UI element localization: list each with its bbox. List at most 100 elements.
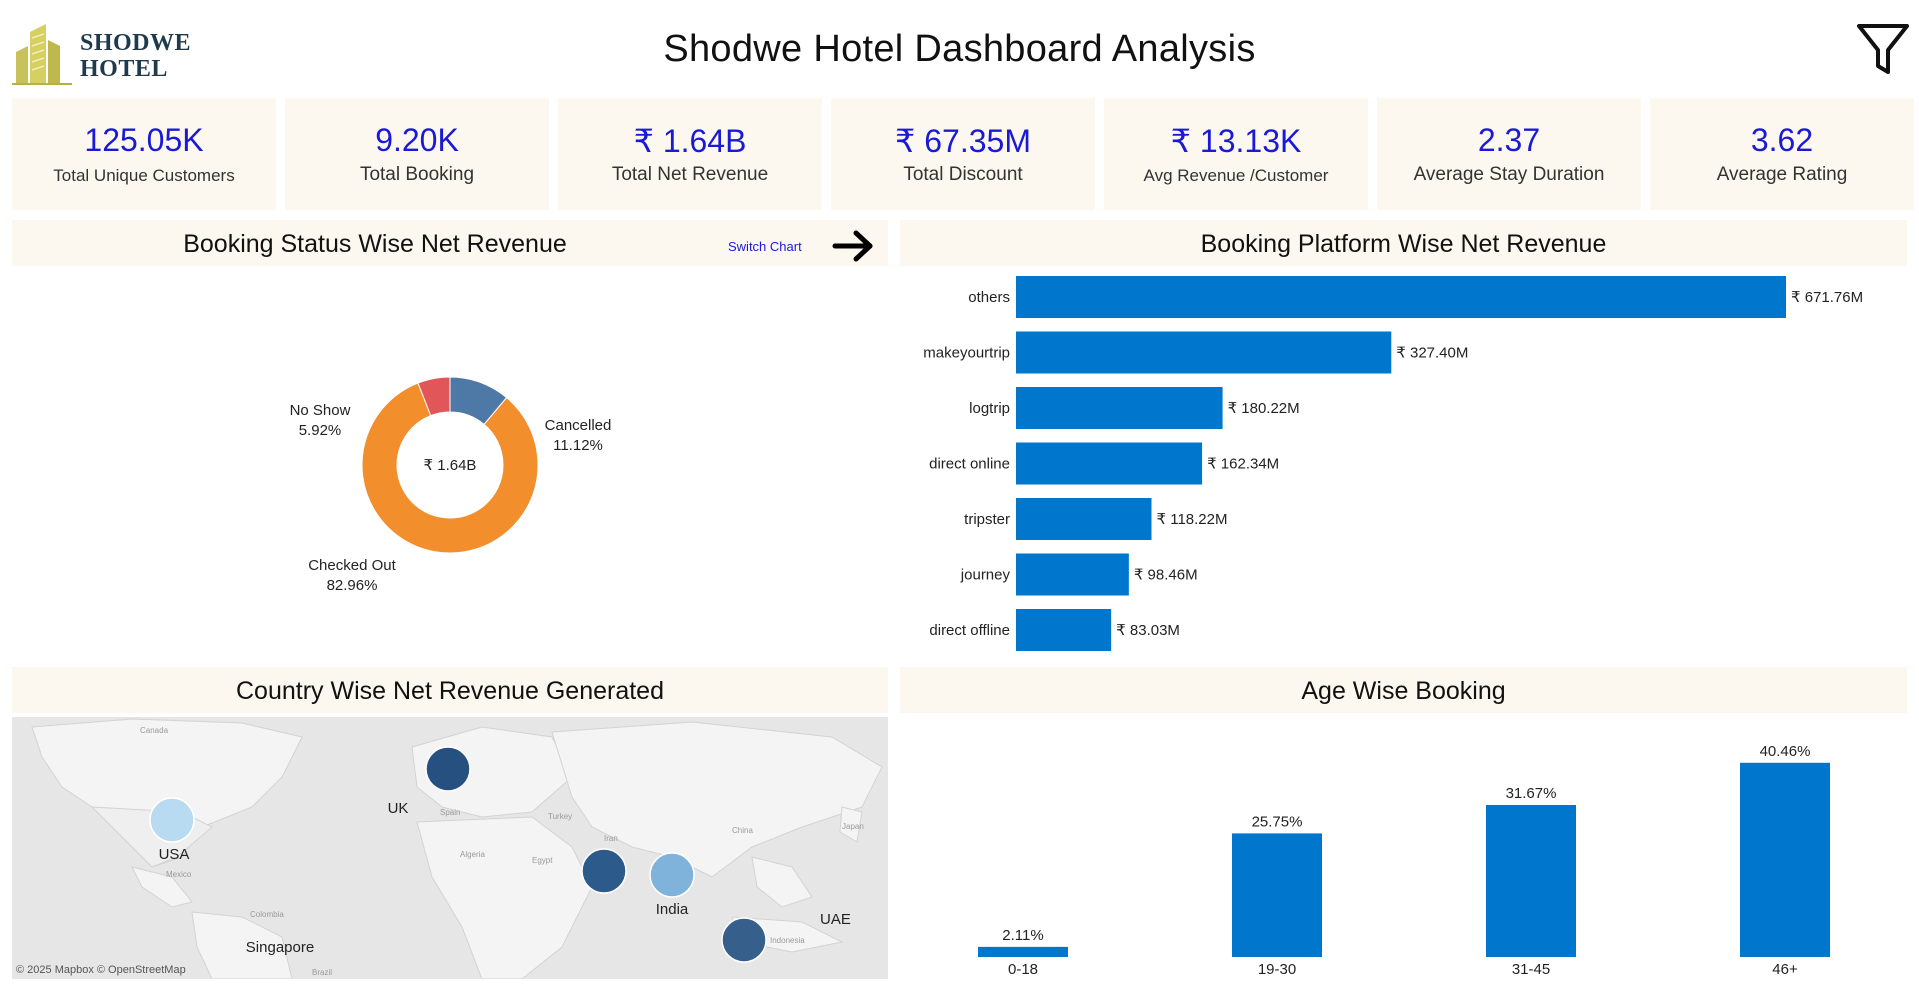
platform-chart-title: Booking Platform Wise Net Revenue	[1200, 230, 1607, 258]
map-region-label: Spain	[440, 808, 460, 817]
map-region-label: Indonesia	[770, 936, 805, 945]
age-bar-0-18[interactable]	[978, 946, 1068, 957]
map-region-label: Brazil	[312, 968, 332, 977]
donut-slice-checked-out[interactable]	[361, 382, 539, 554]
age-bar-31-45[interactable]	[1486, 804, 1576, 957]
age-category-label: 46+	[1772, 961, 1798, 978]
booking-status-donut-chart: ₹ 1.64B Cancelled 11.12% Checked Out 82.96%…	[290, 376, 612, 594]
kpi-value: ₹ 1.64B	[633, 123, 747, 159]
age-bar-chart: 2.11% 0-18 25.75% 19-30 31.67% 31-45 40.46% 46+	[978, 743, 1830, 978]
platform-bar-others[interactable]	[1016, 276, 1786, 318]
kpi-label: Total Discount	[903, 164, 1023, 185]
map-point-label: UAE	[820, 911, 851, 928]
page-title: Shodwe Hotel Dashboard Analysis	[663, 28, 1256, 70]
age-value-label: 2.11%	[1002, 927, 1043, 944]
section-title-status: Booking Status Wise Net Revenue	[12, 220, 888, 266]
platform-value-label: ₹ 180.22M	[1228, 400, 1300, 417]
map-region-label: Turkey	[548, 812, 572, 821]
platform-value-label: ₹ 327.40M	[1396, 345, 1468, 362]
map-point-uae[interactable]	[581, 848, 627, 894]
donut-center-label: ₹ 1.64B	[424, 457, 477, 474]
platform-bar-logtrip[interactable]	[1016, 387, 1223, 429]
platform-value-label: ₹ 83.03M	[1116, 622, 1180, 639]
switch-chart-link[interactable]: Switch Chart	[728, 239, 802, 254]
country-map[interactable]: Canada Mexico Colombia Brazil Spain Algeria Eg…	[12, 717, 888, 979]
world-map[interactable]: Canada Mexico Colombia Brazil Spain Algeria Eg…	[12, 717, 888, 979]
country-map-title: Country Wise Net Revenue Generated	[236, 677, 664, 705]
platform-bar-makeyourtrip[interactable]	[1016, 331, 1392, 374]
age-category-label: 0-18	[1008, 961, 1038, 978]
platform-bar-direct-online[interactable]	[1016, 442, 1203, 485]
map-region-label: Egypt	[532, 856, 553, 865]
map-region-label: Colombia	[250, 910, 284, 919]
filter-button[interactable]	[1855, 22, 1911, 78]
age-value-label: 31.67%	[1506, 785, 1557, 802]
kpi-card-net-revenue: ₹ 1.64B Total Net Revenue	[558, 98, 822, 210]
map-point-label: UK	[388, 800, 409, 817]
logo-text-line1: SHODWE	[80, 30, 192, 56]
age-value-label: 25.75%	[1252, 813, 1303, 830]
donut-slice-name: Cancelled	[545, 417, 612, 434]
platform-category-label: others	[968, 289, 1010, 306]
kpi-label: Total Booking	[359, 164, 475, 185]
map-point-label: USA	[159, 846, 190, 863]
platform-bar-direct-offline[interactable]	[1016, 609, 1112, 651]
platform-category-label: journey	[960, 567, 1011, 584]
kpi-value: 3.62	[1750, 122, 1814, 158]
map-region-label: Mexico	[166, 870, 192, 879]
logo-text-line2: HOTEL	[80, 56, 168, 82]
donut-slice-name: No Show	[290, 402, 351, 419]
kpi-value: ₹ 67.35M	[895, 123, 1031, 159]
platform-bar-journey[interactable]	[1016, 553, 1129, 596]
map-point-uk[interactable]	[425, 746, 471, 792]
age-value-label: 40.46%	[1760, 743, 1811, 760]
donut-slice-name: Checked Out	[308, 557, 396, 574]
platform-bar-tripster[interactable]	[1016, 498, 1152, 540]
map-point-india[interactable]	[649, 852, 695, 898]
map-region-label: Canada	[140, 726, 169, 735]
kpi-value: 2.37	[1477, 122, 1541, 158]
donut-slice-percent: 82.96%	[327, 577, 378, 594]
age-chart-title: Age Wise Booking	[1301, 677, 1506, 705]
kpi-card-avg-revenue-customer: ₹ 13.13K Avg Revenue /Customer	[1104, 98, 1368, 210]
kpi-label: Total Unique Customers	[53, 166, 235, 185]
section-title-platform: Booking Platform Wise Net Revenue	[900, 220, 1907, 266]
map-region-label: Japan	[842, 822, 864, 831]
kpi-label: Average Rating	[1716, 164, 1848, 185]
map-point-label: Singapore	[246, 939, 314, 956]
hotel-logo: SHODWE HOTEL	[12, 22, 191, 86]
map-region-label: Iran	[604, 834, 618, 843]
platform-value-label: ₹ 671.76M	[1791, 289, 1863, 306]
map-attribution: © 2025 Mapbox © OpenStreetMap	[16, 964, 186, 976]
map-point-singapore[interactable]	[721, 917, 767, 963]
switch-chart-button[interactable]	[832, 228, 876, 264]
kpi-card-unique-customers: 125.05K Total Unique Customers	[12, 98, 276, 210]
kpi-card-avg-stay-duration: 2.37 Average Stay Duration	[1377, 98, 1641, 210]
platform-value-label: ₹ 98.46M	[1134, 567, 1198, 584]
kpi-value: 9.20K	[375, 122, 459, 158]
kpi-value: 125.05K	[84, 122, 204, 158]
platform-category-label: direct online	[929, 456, 1010, 473]
kpi-label: Average Stay Duration	[1413, 164, 1605, 185]
status-chart-title: Booking Status Wise Net Revenue	[183, 230, 567, 258]
platform-value-label: ₹ 118.22M	[1157, 511, 1228, 528]
platform-category-label: makeyourtrip	[923, 345, 1010, 362]
kpi-label: Total Net Revenue	[611, 164, 769, 185]
platform-bar-chart: others ₹ 671.76M makeyourtrip ₹ 327.40M logt…	[923, 276, 1863, 651]
platform-category-label: direct offline	[929, 622, 1010, 639]
building-logo-icon	[12, 24, 72, 85]
kpi-card-total-booking: 9.20K Total Booking	[285, 98, 549, 210]
platform-category-label: tripster	[964, 511, 1010, 528]
platform-value-label: ₹ 162.34M	[1207, 456, 1279, 473]
arrow-right-icon[interactable]	[832, 228, 876, 264]
map-point-usa[interactable]	[149, 797, 195, 843]
donut-slice-percent: 5.92%	[299, 422, 342, 439]
age-bar-46+[interactable]	[1740, 762, 1830, 957]
donut-slice-no-show[interactable]	[417, 376, 451, 417]
kpi-card-avg-rating: 3.62 Average Rating	[1650, 98, 1914, 210]
map-point-label: India	[656, 901, 689, 918]
age-bar-19-30[interactable]	[1232, 833, 1322, 957]
kpi-value: ₹ 13.13K	[1170, 123, 1302, 159]
platform-category-label: logtrip	[969, 400, 1010, 417]
filter-icon[interactable]	[1855, 22, 1911, 78]
